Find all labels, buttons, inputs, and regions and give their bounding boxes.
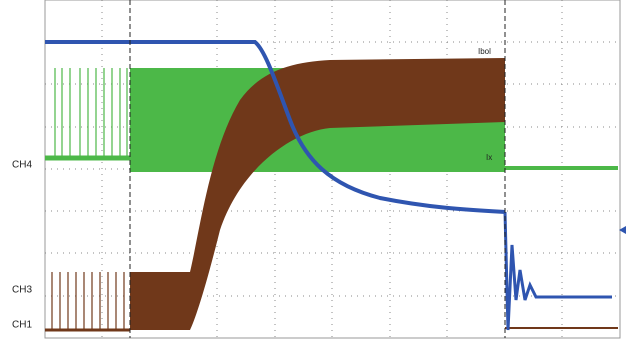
trace (503, 211, 612, 331)
brown-trace (45, 58, 618, 332)
cursor-label: Ibol (478, 47, 491, 56)
cursor-label: Ix (486, 153, 492, 162)
trace-spikes (51, 272, 125, 330)
trace (45, 40, 506, 214)
channel-label: CH4 (12, 160, 32, 171)
level-marker (619, 226, 626, 234)
trace-band (130, 58, 505, 330)
channel-label: CH1 (12, 320, 32, 331)
blue-trace (45, 40, 612, 331)
trace-spikes (54, 68, 128, 158)
channel-label: CH3 (12, 285, 32, 296)
